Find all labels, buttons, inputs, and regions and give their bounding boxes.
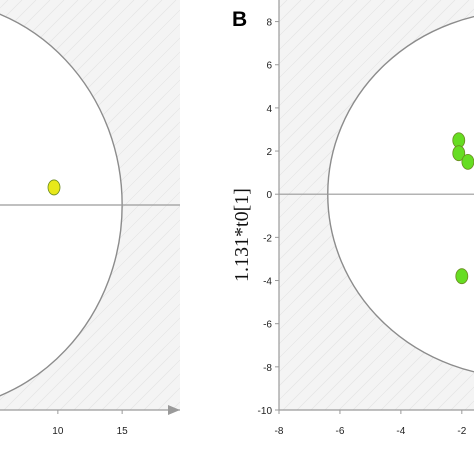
panel-2-y-tick-label: 2 (266, 147, 272, 158)
panel-1-data-point (47, 179, 61, 196)
panel-2-grid-line (279, 0, 386, 107)
panel-2-y-tick-label: 8 (266, 18, 272, 29)
panel-2-grid-line (279, 0, 400, 121)
panel-2-grid-line (310, 246, 474, 410)
panel-2-grid-line (324, 260, 474, 410)
panel-2-grid-line (279, 0, 428, 149)
panel-2-grid-line (279, 204, 474, 401)
panel-2-y-tick-label: 6 (266, 61, 272, 72)
panel-1-grid-line (0, 0, 177, 177)
panel-1-grid-line (0, 23, 180, 205)
panel-2-y-tick-label: 4 (266, 104, 272, 115)
panel-1-grid-line (73, 303, 180, 410)
panel-2-grid-line (296, 232, 474, 410)
panel-1-grid-line (101, 331, 180, 410)
panel-2-grid-line (279, 0, 372, 93)
panel-1-grid-line (87, 317, 180, 410)
panel-1-grid-line (0, 0, 149, 149)
panel-2-x-tick-label: -8 (275, 426, 284, 437)
panel-2-plot-area (279, 0, 474, 410)
panel-1-x-tick-label: 10 (52, 426, 64, 437)
panel-2-y-tick-label: -6 (263, 320, 272, 331)
panel-2-x-tick-label: -4 (396, 426, 405, 437)
panel-1-plot-area (0, 0, 180, 410)
panel-1-grid-line (31, 261, 180, 410)
panel-1-x-tick-label: 15 (117, 426, 129, 437)
panel-2-x-tick-label: -2 (457, 426, 466, 437)
panel-2-grid-line (279, 0, 358, 79)
panel-2-panel-letter: B (232, 8, 247, 31)
panel-2-data-point (452, 145, 466, 162)
panel-2-grid-line (282, 218, 474, 410)
panel-2-data-point (455, 268, 469, 285)
x-axis-arrowhead (168, 405, 180, 415)
panel-1-grid-line (0, 9, 180, 191)
panel-2-y-tick-label: -8 (263, 363, 272, 374)
panel-1-grid-line (59, 289, 180, 410)
panel-1-grid-line (0, 0, 163, 163)
panel-2-y-tick-label: 0 (266, 190, 272, 201)
panel-2-grid-line (279, 0, 414, 135)
panel-2-y-tick-label: -2 (263, 233, 272, 244)
panel-2-y-axis-label: 1.131*t0[1] (231, 188, 253, 282)
panel-1-grid-line (17, 247, 180, 410)
panel-2-grid-line (279, 0, 442, 163)
panel-2-y-tick-label: -10 (258, 406, 273, 417)
panel-2-y-tick-label: -4 (263, 277, 272, 288)
panel-2-x-tick-label: -6 (335, 426, 344, 437)
panel-2-data-point (461, 153, 474, 170)
panel-1-grid-line (45, 275, 180, 410)
